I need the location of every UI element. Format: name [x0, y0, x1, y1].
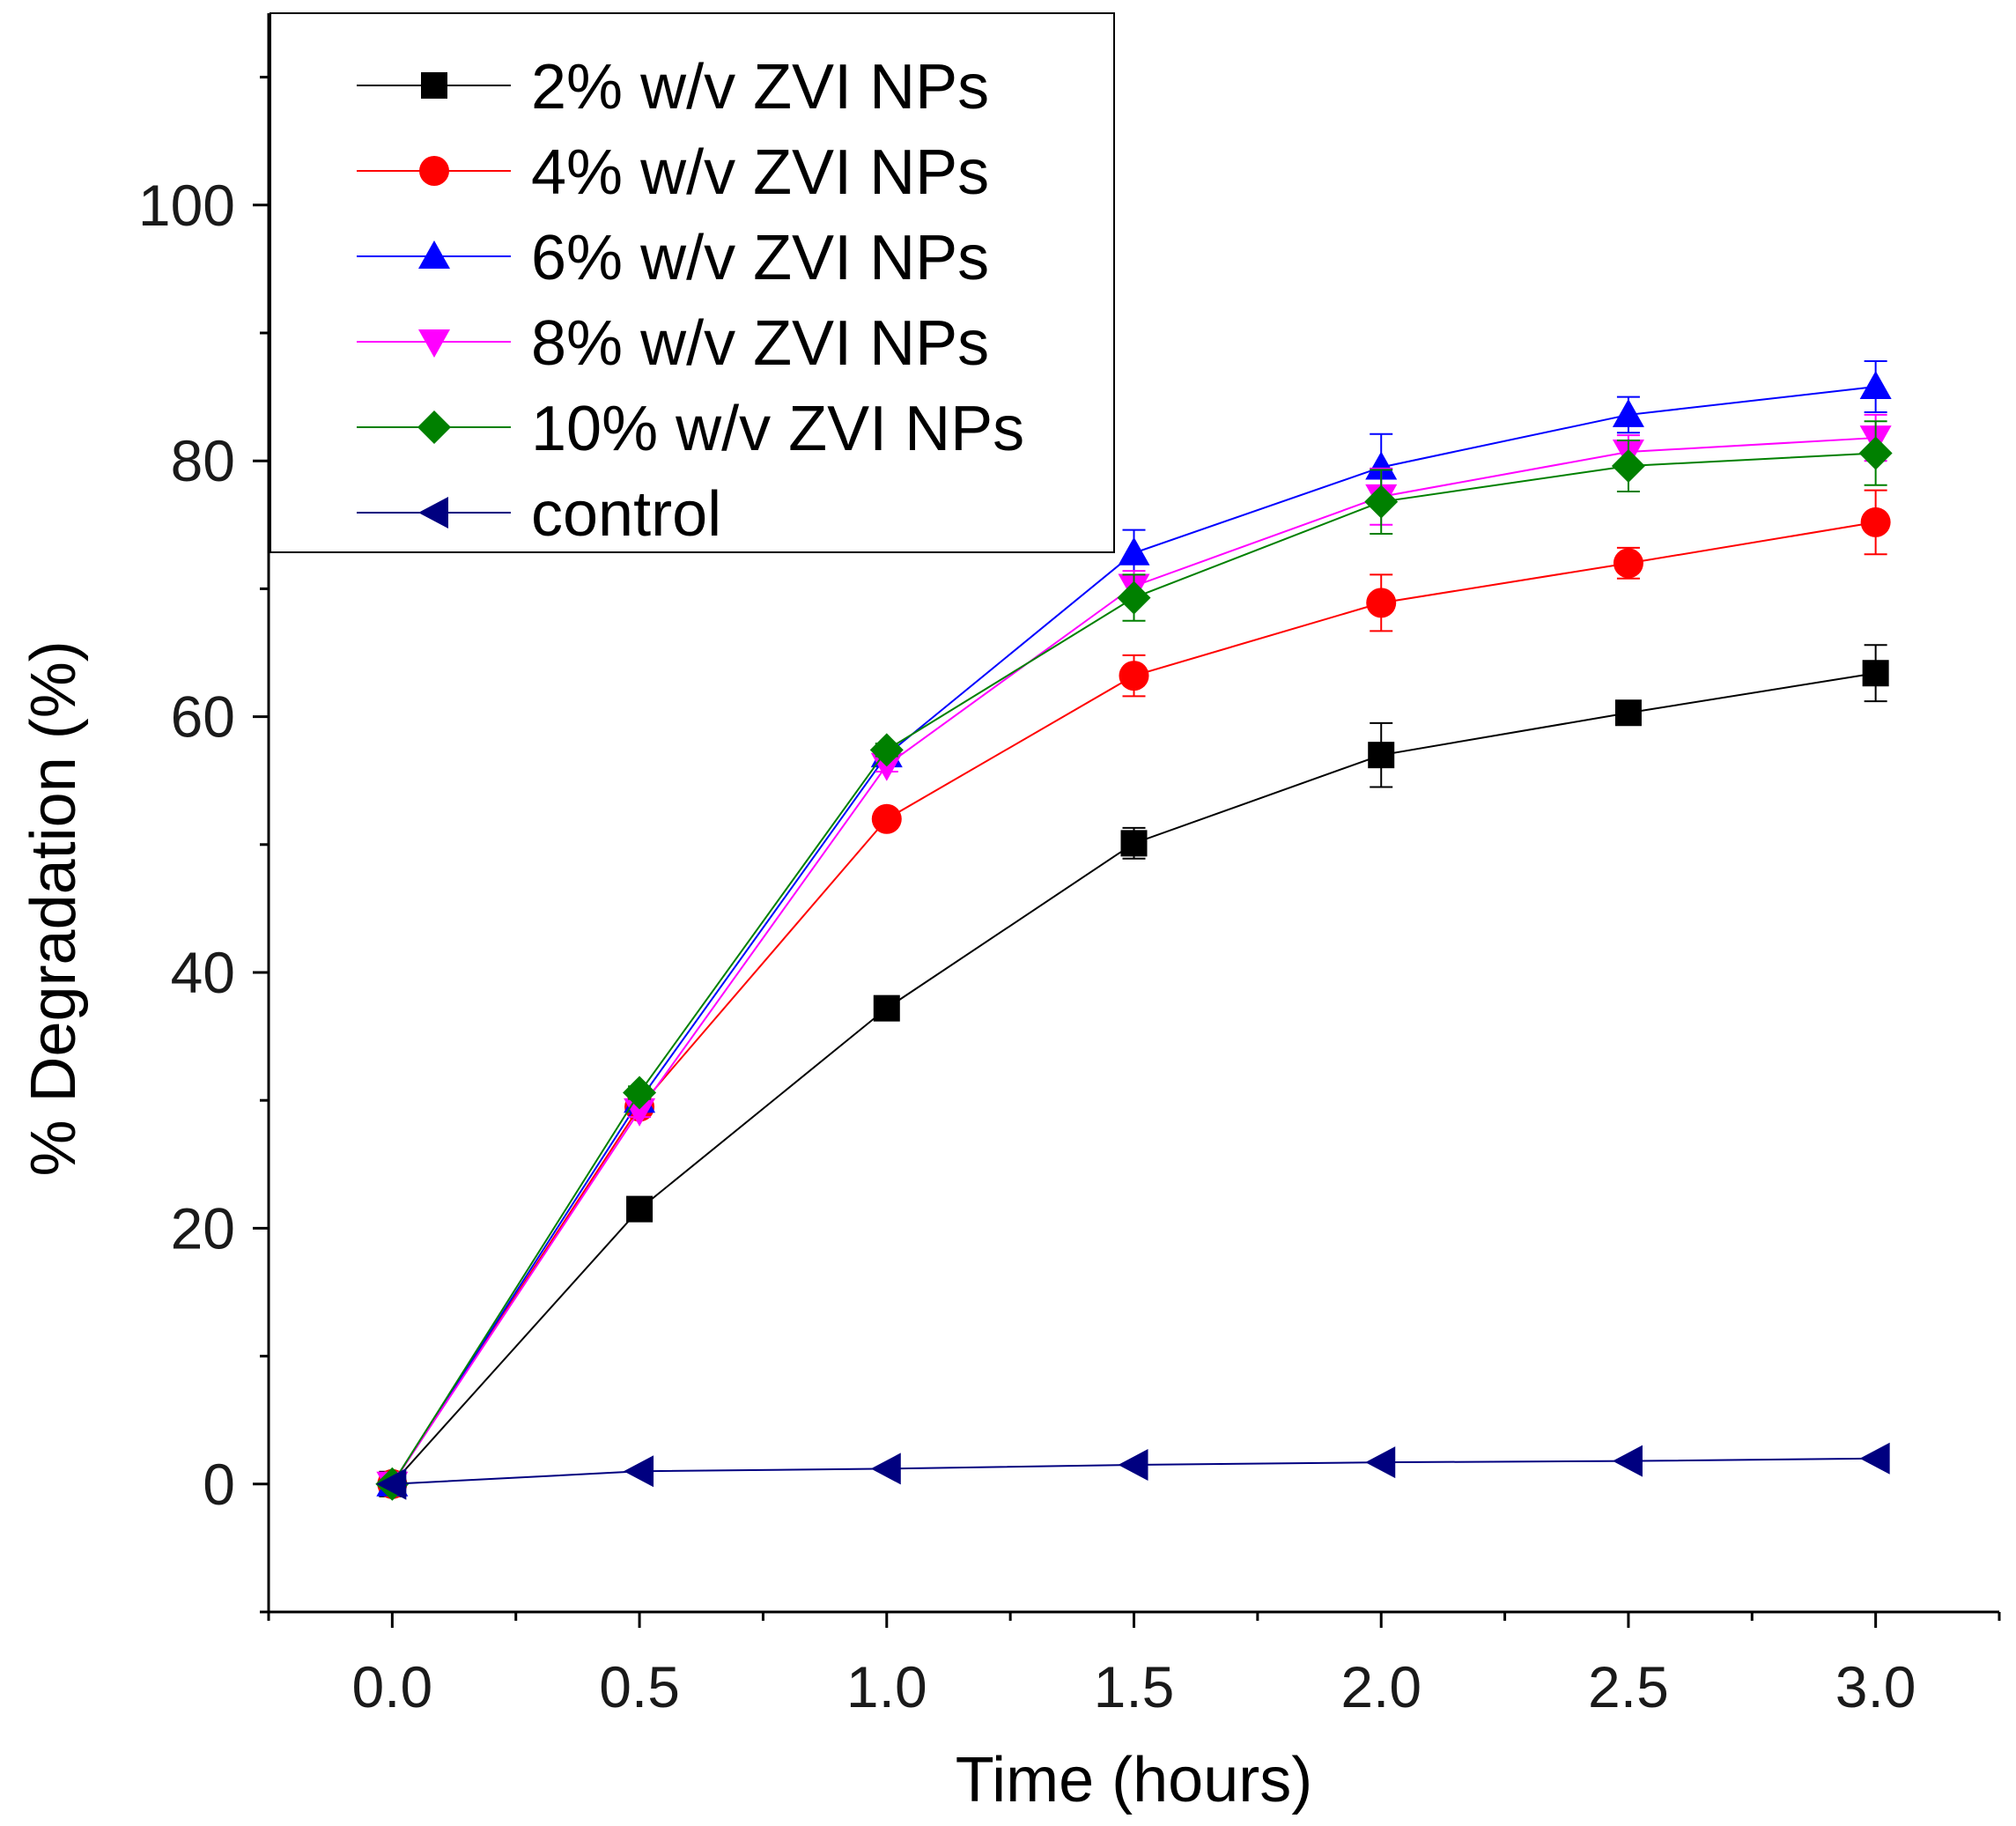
- data-point: [1366, 588, 1397, 618]
- data-point: [626, 1195, 654, 1223]
- series-5: [376, 1442, 1890, 1500]
- data-point: [871, 803, 902, 834]
- data-point: [623, 1076, 657, 1110]
- y-tick-label: 0: [203, 1452, 235, 1517]
- legend-entry: control: [357, 479, 721, 550]
- legend-entry: 4% w/v ZVI NPs: [357, 137, 989, 208]
- series-line: [391, 672, 1876, 1485]
- data-point: [1613, 548, 1643, 579]
- series-4: [375, 420, 1893, 1501]
- series-group: [375, 359, 1893, 1501]
- data-point: [1364, 484, 1399, 519]
- x-axis-title: Time (hours): [956, 1745, 1312, 1815]
- legend-label: 2% w/v ZVI NPs: [531, 52, 989, 122]
- data-point: [1612, 398, 1644, 427]
- data-point: [1611, 449, 1645, 484]
- data-point: [873, 994, 900, 1022]
- data-point: [1118, 536, 1150, 566]
- x-tick-label: 1.5: [1094, 1654, 1175, 1719]
- data-point: [1859, 370, 1892, 399]
- series-0: [379, 644, 1889, 1497]
- data-point: [1120, 830, 1148, 857]
- data-point: [1117, 580, 1151, 615]
- y-tick-label: 60: [171, 684, 235, 750]
- y-tick-label: 100: [138, 173, 235, 238]
- x-tick-label: 2.5: [1588, 1654, 1669, 1719]
- legend-label: 6% w/v ZVI NPs: [531, 223, 989, 293]
- data-point: [624, 1455, 654, 1488]
- data-point: [1368, 742, 1395, 769]
- data-point: [869, 733, 904, 767]
- legend-marker: [417, 410, 451, 444]
- legend-entry: 8% w/v ZVI NPs: [357, 308, 989, 379]
- y-tick-label: 80: [171, 428, 235, 493]
- y-tick-label: 20: [171, 1195, 235, 1260]
- data-point: [1612, 1445, 1643, 1477]
- data-point: [1862, 660, 1889, 687]
- x-tick-label: 0.5: [599, 1654, 680, 1719]
- x-tick-label: 3.0: [1835, 1654, 1916, 1719]
- data-point: [1860, 506, 1891, 537]
- series-1: [377, 489, 1891, 1499]
- legend-marker: [418, 240, 450, 269]
- data-point: [376, 1467, 407, 1500]
- data-point: [1858, 436, 1893, 470]
- data-point: [1365, 451, 1398, 480]
- data-point: [1118, 1449, 1148, 1482]
- data-point: [1859, 1442, 1890, 1475]
- x-tick-label: 2.0: [1340, 1654, 1422, 1719]
- legend-label: 10% w/v ZVI NPs: [531, 394, 1024, 464]
- axes: 0.0 0.5 1.0 1.5 2.0 2.5 3.0 0 20 40 60 80 100: [138, 13, 2001, 1719]
- legend-marker: [419, 156, 449, 186]
- y-axis-title: % Degradation (%): [18, 640, 89, 1176]
- legend-label: control: [531, 479, 721, 550]
- legend: 2% w/v ZVI NPs 4% w/v ZVI NPs 6% w/v ZVI N…: [270, 12, 1115, 553]
- legend-entry: 6% w/v ZVI NPs: [357, 223, 989, 293]
- data-point: [1365, 1446, 1396, 1479]
- legend-marker: [418, 329, 450, 358]
- legend-marker: [418, 497, 448, 529]
- legend-label: 8% w/v ZVI NPs: [531, 308, 989, 379]
- legend-entry: 2% w/v ZVI NPs: [357, 52, 989, 122]
- data-point: [1119, 661, 1149, 691]
- x-tick-label: 1.0: [846, 1654, 927, 1719]
- data-point: [1614, 699, 1642, 727]
- legend-entry: 10% w/v ZVI NPs: [357, 394, 1024, 464]
- legend-marker: [421, 72, 447, 99]
- x-tick-label: 0.0: [351, 1654, 432, 1719]
- data-point: [870, 1453, 901, 1485]
- legend-box: [270, 12, 1115, 553]
- legend-label: 4% w/v ZVI NPs: [531, 137, 989, 208]
- y-tick-label: 40: [171, 940, 235, 1005]
